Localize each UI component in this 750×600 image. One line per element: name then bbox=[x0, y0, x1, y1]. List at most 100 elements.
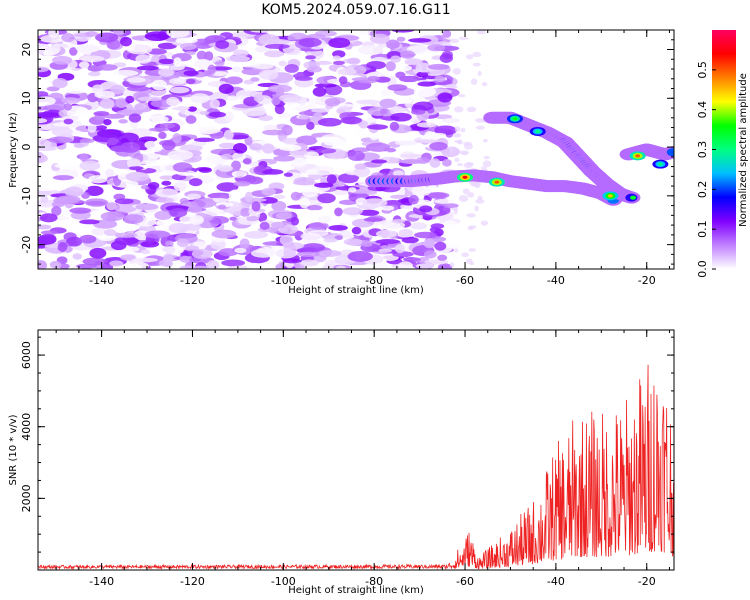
x-tick-label: -20 bbox=[638, 274, 656, 287]
noise-blob bbox=[218, 142, 237, 149]
noise-blob bbox=[358, 45, 384, 56]
noise-blob bbox=[358, 120, 369, 129]
noise-blob bbox=[72, 253, 83, 260]
noise-blob bbox=[365, 142, 391, 152]
noise-blob bbox=[84, 198, 109, 207]
noise-blob bbox=[60, 97, 81, 104]
noise-blob bbox=[415, 263, 435, 269]
y-tick-label: 2000 bbox=[20, 484, 33, 512]
noise-blob bbox=[390, 55, 401, 63]
noise-blob bbox=[358, 209, 380, 216]
noise-blob bbox=[144, 140, 157, 149]
snr-frame bbox=[37, 329, 675, 571]
noise-blob bbox=[265, 38, 290, 45]
noise-blob bbox=[85, 185, 104, 196]
noise-blob bbox=[49, 260, 62, 269]
noise-blob bbox=[168, 77, 187, 85]
colorbar-tick-label: 0.2 bbox=[696, 181, 709, 199]
noise-blob bbox=[158, 131, 167, 140]
noise-blob bbox=[40, 195, 49, 204]
noise-blob bbox=[427, 191, 450, 199]
noise-blob bbox=[306, 66, 323, 73]
noise-blob bbox=[291, 157, 308, 167]
noise-blob bbox=[100, 211, 125, 222]
noise-blob bbox=[134, 103, 145, 111]
noise-blob bbox=[63, 118, 74, 125]
noise-blob bbox=[99, 98, 115, 110]
noise-blob bbox=[159, 246, 184, 255]
noise-blob bbox=[63, 103, 72, 111]
noise-blob bbox=[137, 96, 162, 102]
noise-blob bbox=[231, 170, 248, 177]
noise-blob bbox=[179, 265, 195, 269]
noise-blob bbox=[183, 70, 199, 77]
noise-blob bbox=[210, 148, 236, 155]
noise-blob bbox=[38, 234, 57, 245]
noise-blob bbox=[452, 133, 462, 138]
noise-blob bbox=[323, 237, 338, 243]
noise-blob bbox=[441, 117, 460, 123]
noise-blob bbox=[415, 139, 440, 144]
noise-blob bbox=[172, 133, 182, 144]
noise-blob bbox=[169, 86, 190, 94]
noise-blob bbox=[176, 238, 190, 247]
noise-blob bbox=[347, 57, 361, 65]
noise-blob bbox=[114, 198, 134, 205]
noise-blob bbox=[94, 90, 116, 99]
x-tick-label: -100 bbox=[271, 274, 296, 287]
x-tick-label: -20 bbox=[638, 575, 656, 588]
noise-blob bbox=[483, 155, 490, 160]
noise-blob bbox=[74, 223, 94, 228]
x-tick-label: -80 bbox=[365, 274, 383, 287]
noise-blob bbox=[250, 77, 260, 82]
x-tick-label: -60 bbox=[456, 274, 474, 287]
noise-blob bbox=[335, 265, 347, 269]
noise-blob bbox=[378, 248, 392, 253]
noise-blob bbox=[283, 172, 293, 177]
noise-blob bbox=[80, 55, 105, 63]
noise-blob bbox=[290, 191, 301, 201]
noise-blob bbox=[462, 188, 470, 195]
noise-blob bbox=[246, 262, 262, 269]
noise-blob bbox=[437, 263, 453, 269]
hotspot-core bbox=[535, 129, 541, 134]
noise-blob bbox=[398, 228, 414, 238]
noise-blob bbox=[442, 30, 452, 38]
y-tick-label: 4000 bbox=[20, 413, 33, 441]
noise-blob bbox=[58, 109, 68, 117]
noise-blob bbox=[278, 112, 292, 119]
noise-blob bbox=[223, 129, 234, 141]
noise-blob bbox=[380, 205, 395, 211]
noise-blob bbox=[217, 204, 227, 210]
noise-blob bbox=[97, 64, 118, 71]
noise-blob bbox=[470, 78, 478, 85]
noise-blob bbox=[221, 259, 246, 267]
noise-blob bbox=[361, 198, 388, 208]
noise-blob bbox=[370, 159, 388, 164]
noise-blob bbox=[224, 111, 234, 122]
noise-blob bbox=[87, 71, 101, 77]
noise-blob bbox=[314, 147, 337, 154]
noise-blob bbox=[191, 248, 213, 259]
noise-blob bbox=[84, 31, 99, 37]
noise-blob bbox=[278, 144, 302, 152]
spectrogram-y-label: Frequency (Hz) bbox=[8, 112, 19, 188]
noise-blob bbox=[437, 92, 453, 103]
noise-blob bbox=[87, 123, 97, 133]
x-tick-label: -120 bbox=[180, 274, 205, 287]
noise-blob bbox=[234, 247, 247, 254]
noise-blob bbox=[394, 140, 418, 146]
noise-blob bbox=[154, 220, 165, 226]
x-tick-label: -40 bbox=[547, 274, 565, 287]
noise-blob bbox=[460, 127, 466, 133]
noise-blob bbox=[437, 254, 448, 261]
noise-blob bbox=[173, 181, 187, 192]
noise-blob bbox=[185, 78, 196, 85]
noise-blob bbox=[298, 37, 322, 48]
noise-blob bbox=[308, 222, 329, 230]
noise-blob bbox=[284, 63, 299, 73]
noise-blob bbox=[375, 229, 398, 238]
noise-blob bbox=[410, 109, 426, 115]
noise-blob bbox=[187, 106, 197, 112]
noise-blob bbox=[324, 97, 341, 107]
